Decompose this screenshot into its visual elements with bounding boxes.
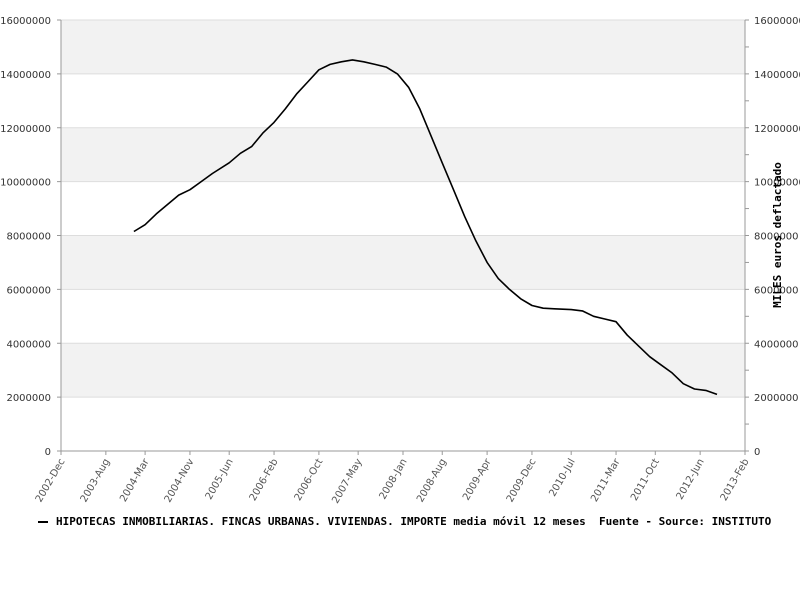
x-tick-label: 2005-Jun [204,457,236,502]
y-axis-left-ticks: 0 2000000 4000000 6000000 8000000 10000000 120… [0,16,61,458]
background-band [61,343,745,398]
y-tick-label-right: 12000000 [754,124,800,135]
y-tick-label-right: 14000000 [754,70,800,81]
x-tick-label: 2011-Oct [629,457,662,503]
x-tick-label: 2008-Aug [415,457,449,504]
x-tick-label: 2012-Jun [675,457,707,502]
legend: HIPOTECAS INMOBILIARIAS. FINCAS URBANAS.… [38,515,772,528]
background-band [61,127,745,182]
y-tick-label-left: 16000000 [0,16,51,27]
x-tick-label: 2010-Jul [547,457,577,499]
y-tick-label-left: 8000000 [6,232,51,243]
y-tick-label-right: 6000000 [754,285,799,296]
y-tick-label-right: 10000000 [754,178,800,189]
x-tick-label: 2007-May [330,457,364,506]
background-band [61,235,745,290]
y-tick-label-right: 2000000 [754,393,799,404]
x-tick-label: 2006-Oct [293,457,326,503]
x-tick-label: 2006-Feb [248,457,281,503]
y-tick-label-left: 10000000 [0,178,51,189]
x-tick-label: 2008-Jan [378,457,410,501]
x-tick-label: 2004-Nov [163,457,197,505]
y-tick-label-left: 12000000 [0,124,51,135]
x-tick-label: 2002-Dec [34,457,68,504]
x-tick-label: 2009-Dec [505,457,539,504]
y-tick-label-left: 14000000 [0,70,51,81]
series-group [133,59,718,396]
x-tick-label: 2003-Aug [79,457,113,504]
y-tick-label-right: 0 [754,447,760,458]
series-line [133,59,718,396]
background-band [61,20,745,74]
x-tick-label: 2004-Mar [118,456,152,504]
y-tick-label-left: 2000000 [6,393,51,404]
x-tick-label: 2009-Apr [461,456,494,502]
legend-text: HIPOTECAS INMOBILIARIAS. FINCAS URBANAS.… [56,515,772,528]
y-axis-right-ticks: 0 2000000 4000000 6000000 8000000 10000000 120… [745,16,800,458]
y-tick-label-right: 16000000 [754,16,800,27]
x-tick-label: 2011-Mar [589,456,623,504]
y-tick-label-left: 0 [45,447,51,458]
y-tick-label-right: 4000000 [754,339,799,350]
x-axis-ticks: 2002-Dec 2003-Aug 2004-Mar 2004-Nov 2005-Jun… [34,451,752,506]
background-bands [61,20,745,398]
y-tick-label-left: 6000000 [6,285,51,296]
x-tick-label: 2013-Feb [719,457,752,503]
y-tick-label-left: 4000000 [6,339,51,350]
y-axis-label: MILES euros deflactado [771,162,784,308]
y-tick-label-right: 8000000 [754,232,799,243]
